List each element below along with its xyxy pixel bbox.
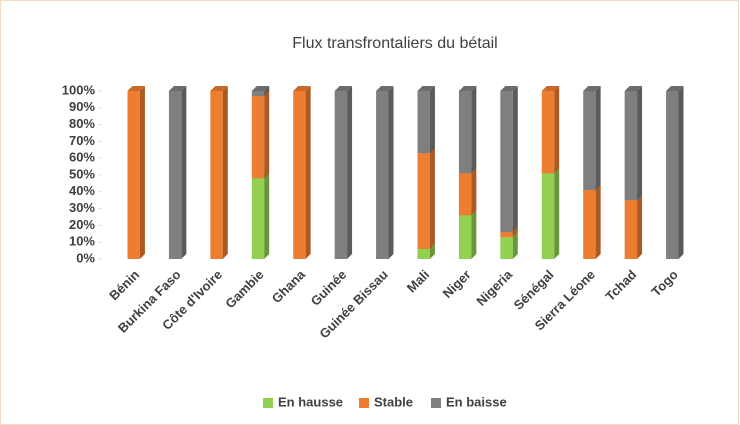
y-tick-label: 100% bbox=[62, 82, 96, 97]
legend-swatch bbox=[431, 398, 441, 408]
bar-segment bbox=[583, 91, 596, 191]
y-tick-label: 90% bbox=[69, 99, 95, 114]
bar-segment bbox=[624, 91, 638, 201]
bar-top bbox=[541, 86, 560, 91]
y-tick-label: 70% bbox=[69, 133, 95, 148]
y-tick-label: 60% bbox=[69, 150, 95, 165]
y-tick-label: 30% bbox=[69, 200, 95, 215]
bar-segment bbox=[500, 91, 513, 233]
y-tick-label: 20% bbox=[69, 217, 95, 232]
bar-top bbox=[251, 86, 270, 91]
bar-top bbox=[458, 86, 477, 91]
bar-segment bbox=[376, 91, 389, 259]
bar-side bbox=[181, 86, 187, 259]
bar-segment bbox=[458, 91, 472, 174]
bar-side bbox=[595, 86, 601, 191]
bar-segment bbox=[417, 248, 430, 259]
bar-top bbox=[624, 86, 643, 91]
legend-label: En baisse bbox=[446, 394, 507, 409]
legend-label: En hausse bbox=[278, 394, 343, 409]
bar-segment bbox=[251, 96, 265, 179]
bar-segment bbox=[168, 91, 182, 259]
bar-top bbox=[583, 86, 601, 91]
bar-side bbox=[429, 243, 435, 259]
bar-side bbox=[264, 91, 270, 179]
bar-side bbox=[512, 227, 518, 238]
bar-side bbox=[429, 86, 435, 154]
bar-segment bbox=[624, 200, 638, 259]
legend-label: Stable bbox=[374, 394, 413, 409]
bar-segment bbox=[500, 237, 513, 259]
bar-side bbox=[637, 86, 643, 201]
bar-segment bbox=[417, 153, 430, 249]
bar-segment bbox=[334, 91, 348, 259]
bar-side bbox=[347, 86, 353, 259]
y-tick-label: 40% bbox=[69, 183, 95, 198]
chart-title: Flux transfrontaliers du bétail bbox=[292, 35, 497, 52]
bar-top bbox=[127, 86, 145, 91]
bar-segment bbox=[251, 178, 265, 259]
bar-segment bbox=[210, 91, 223, 259]
bar-side bbox=[264, 173, 270, 259]
bar-top bbox=[376, 86, 394, 91]
bar-side bbox=[637, 195, 643, 259]
bar-side bbox=[264, 86, 270, 97]
bar-segment bbox=[251, 91, 265, 97]
bar-top bbox=[168, 86, 187, 91]
bar-side bbox=[429, 148, 435, 249]
bar-top bbox=[417, 86, 435, 91]
bar-segment bbox=[417, 91, 430, 154]
bar-side bbox=[554, 86, 560, 174]
bar-side bbox=[471, 210, 477, 259]
bar-segment bbox=[500, 232, 513, 238]
bar-segment bbox=[458, 173, 472, 216]
bar-side bbox=[388, 86, 394, 259]
bar-side bbox=[512, 232, 518, 259]
y-tick-label: 10% bbox=[69, 234, 95, 249]
bar-top bbox=[666, 86, 684, 91]
bar-segment bbox=[541, 91, 555, 174]
bar-segment bbox=[127, 91, 140, 259]
bar-side bbox=[471, 86, 477, 174]
bar-top bbox=[334, 86, 353, 91]
bar-top bbox=[210, 86, 228, 91]
bar-side bbox=[595, 185, 601, 259]
bar-segment bbox=[458, 215, 472, 259]
bar-side bbox=[678, 86, 684, 259]
legend-swatch bbox=[359, 398, 369, 408]
y-tick-label: 50% bbox=[69, 166, 95, 181]
bar-segment bbox=[293, 91, 306, 259]
bar-side bbox=[222, 86, 228, 259]
bar-side bbox=[305, 86, 311, 259]
legend-swatch bbox=[263, 398, 273, 408]
bar-top bbox=[500, 86, 518, 91]
bar-segment bbox=[541, 173, 555, 259]
bar-side bbox=[554, 168, 560, 259]
y-tick-label: 0% bbox=[76, 250, 95, 265]
y-tick-label: 80% bbox=[69, 116, 95, 131]
bar-side bbox=[471, 168, 477, 216]
bar-top bbox=[293, 86, 311, 91]
bar-side bbox=[139, 86, 145, 259]
bar-segment bbox=[666, 91, 679, 259]
bar-segment bbox=[583, 190, 596, 259]
bar-side bbox=[512, 86, 518, 233]
